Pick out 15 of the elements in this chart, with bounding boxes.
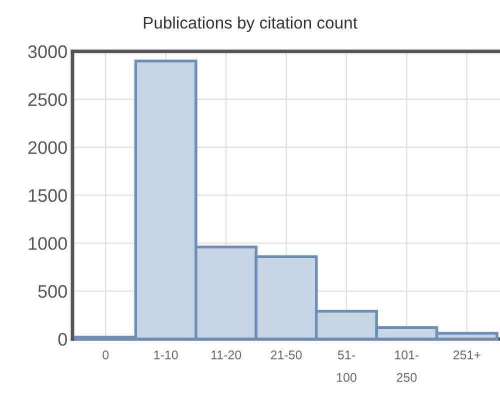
chart-title: Publications by citation count — [144, 16, 358, 32]
x-tick-label: 101- 250 — [395, 350, 419, 382]
x-tick-label: 251+ — [453, 350, 480, 360]
x-tick-label: 51- 100 — [336, 350, 356, 382]
x-tick-label: 11-20 — [211, 350, 242, 360]
x-tick-label: 0 — [102, 350, 109, 360]
x-tick-label: 21-50 — [270, 350, 302, 360]
y-tick-label: 0 — [58, 333, 67, 346]
y-tick-label: 1500 — [28, 189, 67, 202]
x-tick-label: 1-10 — [154, 350, 178, 360]
y-tick-label: 2500 — [28, 93, 67, 106]
y-tick-label: 2000 — [28, 141, 67, 154]
y-tick-label: 3000 — [28, 45, 67, 58]
y-tick-label: 1000 — [28, 237, 67, 250]
y-tick-label: 500 — [38, 285, 67, 298]
